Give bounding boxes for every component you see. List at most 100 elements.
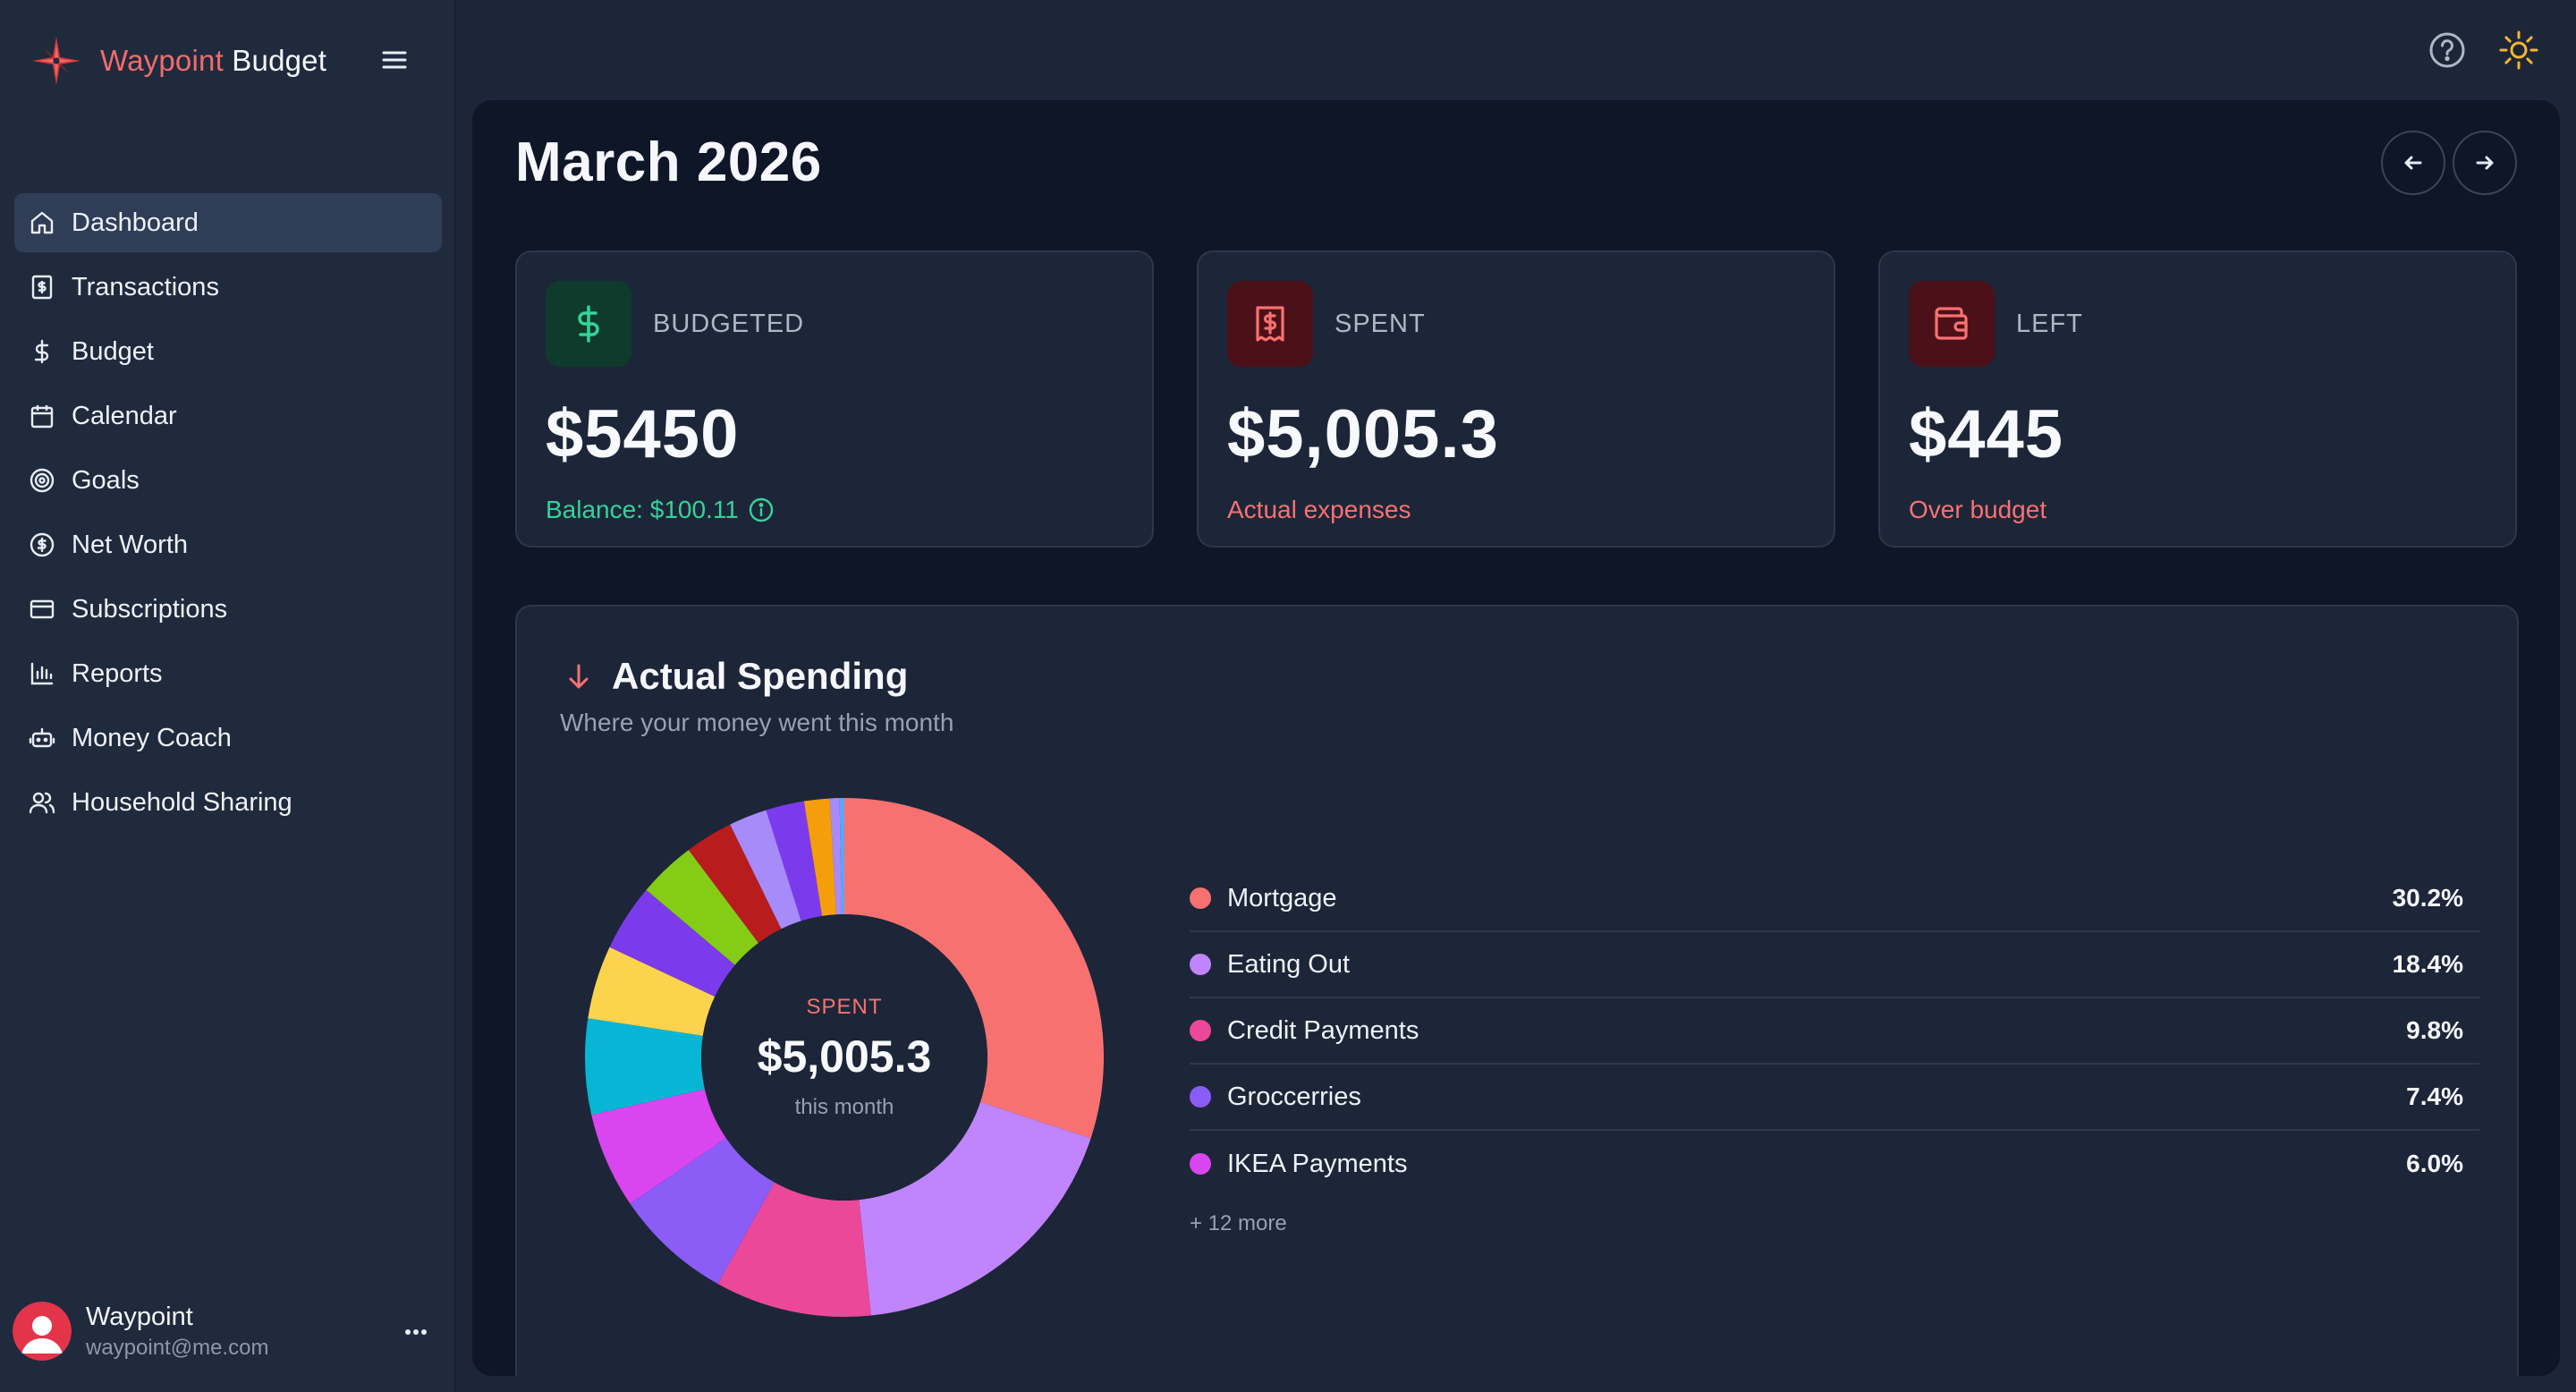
- compass-logo-icon: [30, 35, 82, 87]
- left-value: $445: [1909, 396, 2064, 472]
- spent-subtext: Actual expenses: [1227, 496, 1411, 523]
- actual-spending-card: Actual Spending Where your money went th…: [515, 605, 2519, 1376]
- page-title: March 2026: [515, 132, 822, 193]
- legend-item-credit-payments[interactable]: Credit Payments 9.8%: [1190, 998, 2479, 1065]
- dollar-icon: [546, 281, 631, 367]
- budgeted-label: BUDGETED: [653, 310, 805, 338]
- sidebar-item-calendar[interactable]: Calendar: [14, 386, 442, 446]
- legend-item-eating-out[interactable]: Eating Out 18.4%: [1190, 932, 2479, 998]
- info-icon[interactable]: [748, 497, 775, 523]
- sidebar-item-household-sharing[interactable]: Household Sharing: [14, 773, 442, 832]
- sidebar-item-label: Dashboard: [72, 208, 199, 237]
- sidebar-nav: Dashboard Transactions Budget Calendar G…: [14, 193, 442, 837]
- brand[interactable]: Waypoint Budget: [30, 34, 326, 88]
- sidebar-item-budget[interactable]: Budget: [14, 322, 442, 381]
- legend-name: Groccerries: [1227, 1082, 1361, 1111]
- credit-card-icon: [29, 596, 55, 623]
- budgeted-card: BUDGETED $5450 Balance: $100.11: [515, 250, 1154, 547]
- donut-slice-other-5[interactable]: [585, 1018, 705, 1116]
- spent-label: SPENT: [1335, 310, 1426, 338]
- menu-icon[interactable]: [379, 45, 410, 75]
- legend-item-groceries[interactable]: Groccerries 7.4%: [1190, 1065, 2479, 1131]
- more-options-icon[interactable]: [401, 1317, 431, 1347]
- sidebar-item-label: Money Coach: [72, 723, 232, 752]
- legend-item-mortgage[interactable]: Mortgage 30.2%: [1190, 866, 2479, 932]
- donut-slice-other-6[interactable]: [588, 946, 716, 1036]
- sidebar-item-label: Budget: [72, 336, 154, 366]
- legend-dot: [1190, 1020, 1211, 1041]
- left-card: LEFT $445 Over budget: [1878, 250, 2517, 547]
- donut-slice-mortgage[interactable]: [844, 798, 1104, 1139]
- donut-slice-other-13[interactable]: [829, 798, 842, 915]
- spent-card: SPENT $5,005.3 Actual expenses: [1197, 250, 1835, 547]
- legend-name: Mortgage: [1227, 883, 1337, 912]
- sidebar-item-reports[interactable]: Reports: [14, 644, 442, 703]
- bar-chart-icon: [29, 660, 55, 687]
- donut-slice-other-10[interactable]: [730, 810, 801, 929]
- donut-slice-credit-payments[interactable]: [717, 1182, 871, 1317]
- home-icon: [29, 209, 55, 236]
- sidebar-item-label: Goals: [72, 465, 140, 495]
- spending-donut-chart: [585, 798, 1104, 1317]
- sidebar-item-label: Transactions: [72, 272, 219, 301]
- sidebar-item-goals[interactable]: Goals: [14, 451, 442, 510]
- legend-dot: [1190, 1086, 1211, 1108]
- sidebar-item-dashboard[interactable]: Dashboard: [14, 193, 442, 252]
- legend-percent: 30.2%: [2392, 884, 2463, 912]
- legend-name: IKEA Payments: [1227, 1149, 1408, 1178]
- spending-subtitle: Where your money went this month: [560, 709, 954, 736]
- legend-percent: 6.0%: [2406, 1150, 2463, 1177]
- avatar: [13, 1302, 72, 1361]
- sidebar-item-net-worth[interactable]: Net Worth: [14, 515, 442, 574]
- sidebar-item-transactions[interactable]: Transactions: [14, 258, 442, 317]
- dollar-icon: [29, 338, 55, 365]
- donut-center-label: SPENT: [806, 995, 883, 1019]
- donut-hole: [701, 914, 987, 1201]
- balance-text-row: Balance: $100.11: [546, 496, 775, 524]
- sidebar-item-label: Net Worth: [72, 530, 189, 559]
- show-more-link[interactable]: + 12 more: [1190, 1211, 1287, 1235]
- sidebar-item-label: Calendar: [72, 401, 177, 430]
- arrow-right-icon: [2472, 150, 2497, 175]
- legend-dot: [1190, 954, 1211, 975]
- donut-center-subtext: this month: [794, 1095, 894, 1119]
- legend-percent: 18.4%: [2392, 950, 2463, 978]
- donut-slice-groccerries[interactable]: [630, 1138, 775, 1285]
- donut-slice-eating-out[interactable]: [859, 1101, 1091, 1316]
- users-icon: [29, 789, 55, 816]
- sidebar-item-label: Reports: [72, 658, 163, 688]
- donut-slice-other-8[interactable]: [646, 850, 758, 965]
- bot-icon: [29, 725, 55, 751]
- wallet-icon: [1909, 281, 1995, 367]
- previous-month-button[interactable]: [2381, 131, 2445, 195]
- left-label: LEFT: [2016, 310, 2083, 338]
- donut-slice-other-14[interactable]: [839, 798, 844, 915]
- sidebar-item-money-coach[interactable]: Money Coach: [14, 709, 442, 768]
- legend-name: Eating Out: [1227, 949, 1351, 979]
- donut-center-value: $5,005.3: [757, 1031, 932, 1082]
- legend-item-ikea-payments[interactable]: IKEA Payments 6.0%: [1190, 1131, 2479, 1197]
- main-panel: March 2026 BUDGETED $5450 Balance: $100.…: [472, 100, 2560, 1376]
- balance-text: Balance: $100.11: [546, 496, 739, 523]
- target-icon: [29, 467, 55, 494]
- sun-icon[interactable]: [2497, 29, 2540, 72]
- sidebar: Waypoint Budget Dashboard Transactions B…: [0, 0, 456, 1392]
- donut-slice-other-11[interactable]: [766, 801, 823, 921]
- next-month-button[interactable]: [2453, 131, 2517, 195]
- legend-percent: 7.4%: [2406, 1082, 2463, 1110]
- donut-slice-other-7[interactable]: [609, 889, 735, 997]
- user-name: Waypoint: [86, 1302, 193, 1331]
- user-profile[interactable]: Waypoint waypoint@me.com: [13, 1295, 442, 1367]
- donut-slice-ikea-payments[interactable]: [591, 1089, 726, 1204]
- sidebar-item-subscriptions[interactable]: Subscriptions: [14, 580, 442, 639]
- brand-name: Waypoint Budget: [100, 44, 327, 77]
- receipt-icon: [1227, 281, 1313, 367]
- spending-title: Actual Spending: [612, 655, 909, 697]
- donut-slice-other-12[interactable]: [803, 798, 837, 916]
- arrow-left-icon: [2401, 150, 2426, 175]
- help-icon[interactable]: [2428, 30, 2467, 70]
- sidebar-item-label: Household Sharing: [72, 787, 292, 817]
- donut-slice-other-9[interactable]: [688, 824, 782, 944]
- legend-dot: [1190, 1153, 1211, 1175]
- receipt-icon: [29, 274, 55, 301]
